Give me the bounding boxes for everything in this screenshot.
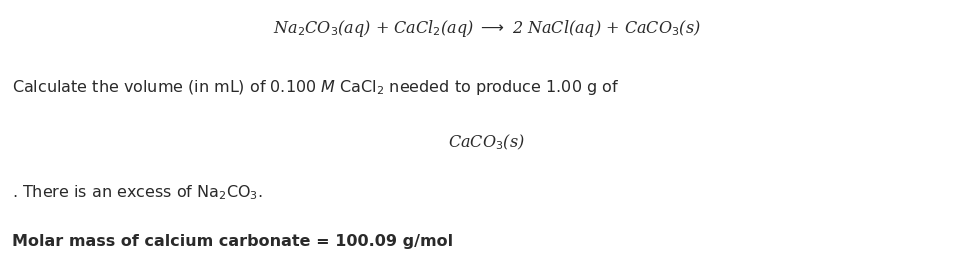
Text: Na$_2$CO$_3$(aq) + CaCl$_2$(aq) $\longrightarrow$ 2 NaCl(aq) + CaCO$_3$(s): Na$_2$CO$_3$(aq) + CaCl$_2$(aq) $\longri… — [272, 18, 701, 39]
Text: CaCO$_3$(s): CaCO$_3$(s) — [449, 133, 524, 152]
Text: . There is an excess of Na$_2$CO$_3$.: . There is an excess of Na$_2$CO$_3$. — [12, 183, 263, 202]
Text: Calculate the volume (in mL) of 0.100 $\mathit{M}$ CaCl$_2$ needed to produce 1.: Calculate the volume (in mL) of 0.100 $\… — [12, 78, 619, 97]
Text: Molar mass of calcium carbonate = 100.09 g/mol: Molar mass of calcium carbonate = 100.09… — [12, 234, 452, 249]
